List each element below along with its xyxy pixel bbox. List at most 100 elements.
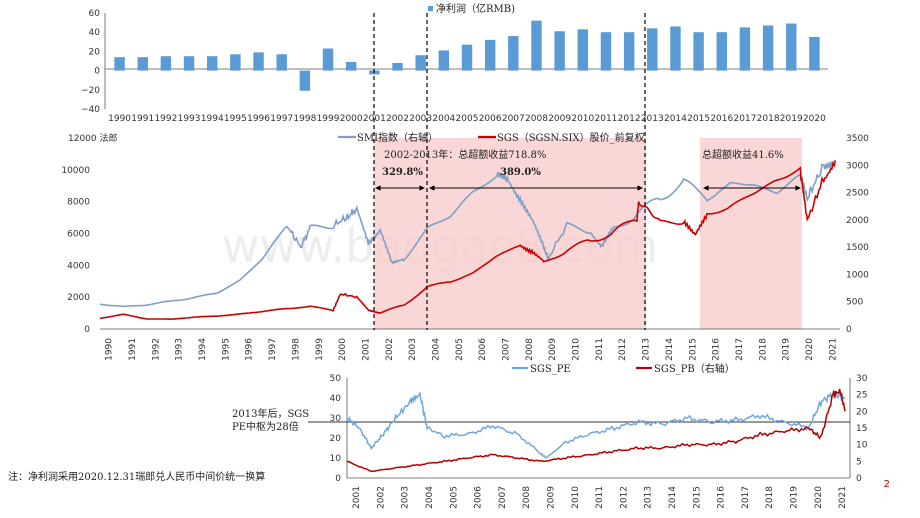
mid-xtick-label: 1998 <box>291 338 301 361</box>
bot-xtick-label: 2020 <box>814 486 824 509</box>
net-profit-bar <box>438 50 450 71</box>
top-xtick-label: 2008 <box>525 114 548 124</box>
mid-ytick-right-label: 500 <box>846 298 863 308</box>
bot-xtick-label: 2015 <box>692 486 702 509</box>
footnote: 注：净利润采用2020.12.31瑞郎兑人民币中间价统一换算 <box>8 472 266 483</box>
mid-ytick-left-label: 6000 <box>67 230 90 240</box>
net-profit-bar <box>415 55 426 71</box>
bot-xtick-label: 2019 <box>790 486 800 509</box>
bot-xtick-label: 2001 <box>352 486 362 509</box>
net-profit-bar <box>809 37 820 71</box>
mid-xtick-label: 2014 <box>665 338 675 361</box>
bot-xtick-label: 2018 <box>765 486 775 509</box>
net-profit-bar <box>322 48 334 71</box>
pe-annotation-line1: 2013年后，SGS <box>232 407 309 420</box>
top-xtick-label: 2007 <box>502 114 525 124</box>
mid-xtick-label: 2012 <box>618 338 628 361</box>
mid-xtick-label: 2018 <box>758 338 768 361</box>
bot-xtick-label: 2009 <box>547 486 557 509</box>
top-xtick-label: 1991 <box>131 114 154 124</box>
bot-xtick-label: 2008 <box>522 486 532 509</box>
net-profit-bar <box>693 32 704 71</box>
net-profit-bar <box>253 52 264 71</box>
bot-xtick-label: 2011 <box>595 486 605 509</box>
top-xtick-label: 2009 <box>548 114 571 124</box>
mid-ytick-left-label: 0 <box>84 325 90 335</box>
mid-ytick-left-label: 2000 <box>67 293 90 303</box>
top-xtick-label: 2000 <box>340 114 363 124</box>
top-xtick-label: 1994 <box>201 114 224 124</box>
shade-2016-2020 <box>700 138 802 329</box>
bot-ytick-left-label: 0 <box>335 474 341 484</box>
bot-ytick-right-label: 15 <box>856 424 867 434</box>
mid-xtick-label: 2001 <box>361 338 371 361</box>
bot-xtick-label: 2014 <box>668 486 678 509</box>
top-ytick-label: 0 <box>94 67 100 77</box>
mid-ytick-right-label: 1000 <box>846 270 869 280</box>
top-xtick-label: 2002 <box>386 114 409 124</box>
top-xtick-label: 2006 <box>479 114 502 124</box>
mid-xtick-label: 2015 <box>688 338 698 361</box>
net-profit-bar <box>299 70 311 91</box>
bot-ytick-right-label: 20 <box>856 407 868 417</box>
mid-xtick-label: 2005 <box>455 338 465 361</box>
mid-xtick-label: 1999 <box>315 338 325 361</box>
bot-ytick-left-label: 10 <box>330 454 342 464</box>
annotation-329: 329.8% <box>382 167 423 178</box>
bot-legend-pe-label: SGS_PE <box>530 364 571 375</box>
top-xtick-label: 1992 <box>154 114 177 124</box>
bot-ytick-left-label: 20 <box>330 434 342 444</box>
net-profit-bar <box>786 23 797 71</box>
net-profit-bar <box>160 56 172 71</box>
bot-ytick-left-label: 40 <box>330 394 342 404</box>
mid-xtick-label: 2021 <box>828 338 838 361</box>
top-xtick-label: 2003 <box>409 114 432 124</box>
top-xtick-label: 2014 <box>664 114 687 124</box>
mid-xtick-label: 2002 <box>385 338 395 361</box>
mid-xtick-label: 2009 <box>548 338 558 361</box>
top-xtick-label: 2017 <box>733 114 756 124</box>
net-profit-bar <box>716 32 727 71</box>
net-profit-bar <box>276 54 287 71</box>
bot-xtick-label: 2016 <box>717 486 727 509</box>
bot-xtick-label: 2004 <box>425 486 435 509</box>
bot-ytick-right-label: 30 <box>856 374 868 384</box>
net-profit-bar <box>531 20 542 71</box>
mid-xtick-label: 2000 <box>338 338 348 361</box>
top-xtick-label: 2015 <box>687 114 710 124</box>
top-xtick-label: 2018 <box>757 114 780 124</box>
bot-ytick-right-label: 25 <box>856 391 867 401</box>
top-xtick-label: 2010 <box>571 114 594 124</box>
annotation-2002-2013: 2002-2013年：总超额收益718.8% <box>384 148 546 161</box>
bot-xtick-label: 2010 <box>571 486 581 509</box>
mid-xtick-label: 1993 <box>175 338 185 361</box>
bot-xtick-label: 2002 <box>376 486 386 509</box>
top-ytick-label: 60 <box>89 9 101 19</box>
annotation-389: 389.0% <box>500 167 541 178</box>
annotation-excess-41: 总超额收益41.6% <box>702 148 784 161</box>
mid-xtick-label: 2007 <box>502 338 512 361</box>
mid-xtick-label: 2003 <box>408 338 418 361</box>
mid-xtick-label: 1991 <box>128 338 138 361</box>
top-legend-swatch <box>428 6 433 11</box>
top-xtick-label: 2012 <box>618 114 641 124</box>
mid-xtick-label: 1996 <box>245 338 255 361</box>
mid-ytick-right-label: 3000 <box>846 161 869 171</box>
net-profit-bar <box>392 62 403 71</box>
pe-series-line <box>346 390 846 459</box>
mid-ytick-left-label: 8000 <box>67 198 90 208</box>
mid-xtick-label: 1990 <box>105 338 115 361</box>
net-profit-bar <box>345 61 357 71</box>
mid-ytick-right-label: 2000 <box>846 216 869 226</box>
page-number: 2 <box>883 479 890 490</box>
top-xtick-label: 1995 <box>224 114 247 124</box>
net-profit-bar <box>461 44 473 71</box>
bot-xtick-label: 2012 <box>619 486 629 509</box>
top-ytick-label: 40 <box>89 28 101 38</box>
bot-ytick-right-label: 5 <box>856 457 862 467</box>
bot-xtick-label: 2003 <box>401 486 411 509</box>
top-xtick-label: 1990 <box>108 114 131 124</box>
